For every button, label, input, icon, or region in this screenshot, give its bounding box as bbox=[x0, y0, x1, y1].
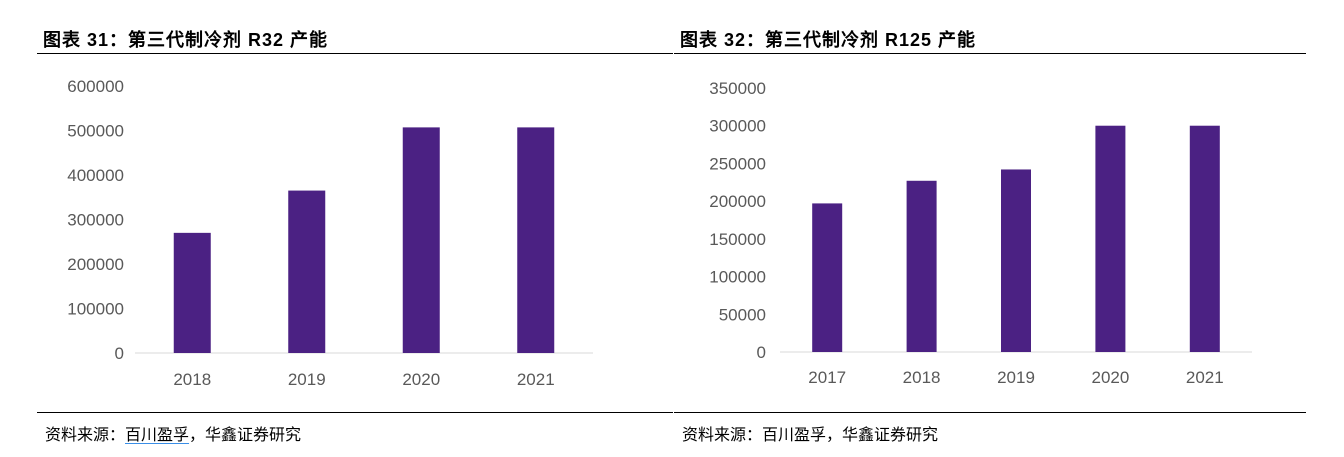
y-tick-label: 400000 bbox=[67, 166, 124, 185]
bar bbox=[1095, 125, 1126, 352]
y-tick-label: 100000 bbox=[67, 300, 124, 319]
bar-chart-r125: 0 50000 100000 150000 200000 250000 300000 3500… bbox=[709, 79, 1252, 387]
x-tick-label: 2021 bbox=[517, 370, 555, 389]
x-tick-label: 2020 bbox=[402, 370, 440, 389]
y-tick-label: 50000 bbox=[719, 305, 766, 324]
y-tick-label: 600000 bbox=[67, 77, 124, 96]
y-tick-label: 100000 bbox=[709, 268, 766, 287]
source-prefix: 资料来源： bbox=[45, 425, 126, 444]
source-note: 资料来源：百川盈孚，华鑫证券研究 bbox=[682, 421, 938, 445]
title-divider bbox=[37, 53, 673, 54]
source-divider bbox=[37, 412, 673, 413]
source-note: 资料来源：百川盈孚，华鑫证券研究 bbox=[45, 421, 301, 445]
bar bbox=[1189, 125, 1220, 352]
source-link[interactable]: 百川盈孚 bbox=[125, 425, 190, 444]
y-tick-label: 500000 bbox=[67, 122, 124, 141]
x-tick-label: 2020 bbox=[1091, 368, 1129, 387]
x-tick-label: 2018 bbox=[903, 368, 941, 387]
y-tick-label: 0 bbox=[115, 344, 124, 363]
source-suffix: ，华鑫证券研究 bbox=[826, 425, 939, 444]
chart-panel-r125: 图表 32：第三代制冷剂 R125 产能 0 50000 100000 150000 2… bbox=[674, 0, 1306, 457]
bar bbox=[906, 180, 937, 352]
bar bbox=[173, 232, 211, 353]
bar bbox=[812, 203, 843, 352]
y-tick-label: 350000 bbox=[709, 79, 766, 98]
y-tick-label: 0 bbox=[757, 343, 766, 362]
source-suffix: ，华鑫证券研究 bbox=[189, 425, 302, 444]
x-tick-label: 2017 bbox=[808, 368, 846, 387]
figure-title: 图表 31：第三代制冷剂 R32 产能 bbox=[43, 30, 329, 50]
x-tick-label: 2018 bbox=[173, 370, 211, 389]
bar bbox=[517, 127, 555, 353]
chart-panel-r32: 图表 31：第三代制冷剂 R32 产能 0 100000 200000 300000 4… bbox=[37, 0, 673, 457]
y-tick-label: 150000 bbox=[709, 230, 766, 249]
x-tick-label: 2021 bbox=[1186, 368, 1224, 387]
x-tick-label: 2019 bbox=[288, 370, 326, 389]
bar-chart-r32: 0 100000 200000 300000 400000 500000 600000 201… bbox=[67, 77, 593, 389]
bar bbox=[1001, 169, 1031, 352]
y-tick-label: 200000 bbox=[67, 255, 124, 274]
y-tick-label: 300000 bbox=[67, 211, 124, 230]
source-prefix: 资料来源： bbox=[682, 425, 763, 444]
x-tick-label: 2019 bbox=[997, 368, 1035, 387]
y-tick-label: 300000 bbox=[709, 117, 766, 136]
figure-title: 图表 32：第三代制冷剂 R125 产能 bbox=[680, 30, 977, 50]
bar bbox=[288, 190, 326, 353]
source-divider bbox=[674, 412, 1306, 413]
title-divider bbox=[674, 53, 1306, 54]
source-name: 百川盈孚 bbox=[762, 425, 827, 444]
y-tick-label: 250000 bbox=[709, 154, 766, 173]
bar bbox=[402, 127, 440, 353]
y-tick-label: 200000 bbox=[709, 192, 766, 211]
